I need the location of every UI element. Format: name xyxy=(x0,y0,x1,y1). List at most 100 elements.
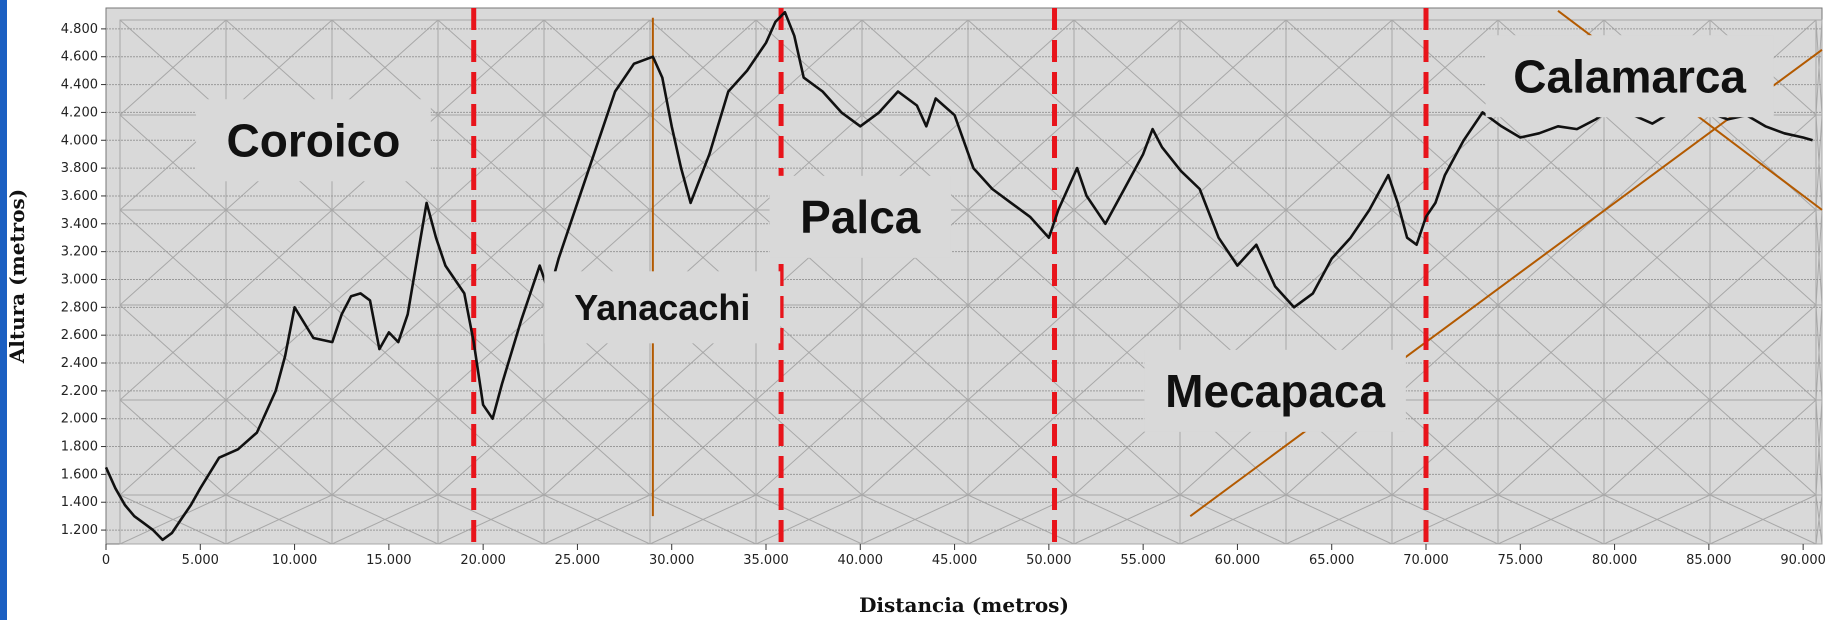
lattice-diagonal xyxy=(1391,399,1499,496)
lattice-diagonal xyxy=(1285,19,1393,116)
lattice-diagonal xyxy=(437,209,545,306)
lattice-diagonal xyxy=(1391,304,1499,401)
town-label-box xyxy=(196,99,431,182)
lattice-diagonal xyxy=(331,399,439,496)
lattice-diagonal xyxy=(437,494,545,545)
x-axis-ticks: 0 5.000 10.000 15.000 20.000 25.000 30.000 35.0… xyxy=(102,544,1826,568)
lattice-diagonal xyxy=(755,304,863,401)
x-tick-label: 5.000 xyxy=(182,553,219,568)
x-tick-label: 25.000 xyxy=(555,553,601,568)
lattice-diagonal xyxy=(543,19,651,116)
lattice-diagonal xyxy=(1179,114,1287,211)
lattice-diagonal xyxy=(1709,209,1817,306)
lattice-diagonal xyxy=(437,19,545,116)
lattice-diagonal xyxy=(331,209,439,306)
town-label-box xyxy=(1144,349,1406,432)
town-label: Mecapaca xyxy=(1165,365,1385,417)
lattice-diagonal xyxy=(1709,304,1817,401)
town-label: Palca xyxy=(800,191,921,243)
lattice-diagonal xyxy=(437,114,545,211)
lattice-diagonal xyxy=(1815,304,1823,401)
lattice-diagonal xyxy=(119,494,227,545)
lattice-diagonal xyxy=(1709,114,1817,211)
y-tick-label: 3.800 xyxy=(61,161,98,176)
lattice-diagonal xyxy=(1391,209,1499,306)
lattice-diagonal xyxy=(861,19,969,116)
lattice-diagonal xyxy=(967,304,1075,401)
lattice-diagonal xyxy=(1603,494,1711,545)
lattice-diagonal xyxy=(1497,304,1605,401)
lattice-diagonal xyxy=(967,399,1075,496)
x-tick-label: 90.000 xyxy=(1780,553,1826,568)
lattice-diagonal xyxy=(225,209,333,306)
x-axis-title: Distancia (metros) xyxy=(859,593,1069,617)
town-label-box xyxy=(544,271,781,344)
lattice-diagonal xyxy=(1603,304,1711,401)
lattice-diagonal xyxy=(755,399,863,496)
lattice-diagonal xyxy=(1497,494,1605,545)
x-tick-label: 70.000 xyxy=(1403,553,1449,568)
x-tick-label: 65.000 xyxy=(1309,553,1355,568)
x-tick-label: 60.000 xyxy=(1215,553,1261,568)
lattice-diagonal xyxy=(1709,494,1817,545)
town-label: Yanacachi xyxy=(574,287,750,328)
lattice-diagonal xyxy=(331,304,439,401)
lattice-diagonal xyxy=(119,209,227,306)
lattice-diagonal xyxy=(755,494,863,545)
y-tick-label: 1.600 xyxy=(61,467,98,482)
x-tick-label: 85.000 xyxy=(1686,553,1732,568)
elevation-line xyxy=(104,10,1813,542)
lattice-diagonal xyxy=(543,494,651,545)
y-tick-label: 4.200 xyxy=(61,105,98,120)
lattice-diagonal xyxy=(1603,114,1711,211)
lattice-diagonal xyxy=(1285,114,1393,211)
lattice-diagonal xyxy=(331,494,439,545)
lattice-diagonal xyxy=(1073,209,1181,306)
lattice-diagonal xyxy=(755,19,863,116)
lattice-diagonal xyxy=(649,399,757,496)
town-markers xyxy=(471,8,1429,544)
x-tick-label: 30.000 xyxy=(649,553,695,568)
lattice-diagonal xyxy=(1285,209,1393,306)
town-label: Coroico xyxy=(227,114,401,166)
lattice-diagonal xyxy=(119,304,227,401)
lattice-diagonal xyxy=(543,399,651,496)
lattice-diagonal xyxy=(1391,494,1499,545)
y-tick-label: 1.400 xyxy=(61,495,98,510)
lattice-diagonal xyxy=(437,304,545,401)
x-tick-label: 10.000 xyxy=(272,553,318,568)
lattice-diagonal xyxy=(649,494,757,545)
y-tick-label: 2.600 xyxy=(61,328,98,343)
y-tick-label: 3.400 xyxy=(61,217,98,232)
lattice-diagonal xyxy=(1285,494,1393,545)
lattice-diagonal xyxy=(225,19,333,116)
y-tick-label: 1.200 xyxy=(61,523,98,538)
lattice-diagonal xyxy=(1815,494,1823,545)
x-tick-label: 55.000 xyxy=(1120,553,1166,568)
lattice-diagonal xyxy=(1073,494,1181,545)
x-tick-label: 75.000 xyxy=(1498,553,1544,568)
lattice-diagonal xyxy=(967,209,1075,306)
lattice-diagonal xyxy=(1497,209,1605,306)
lattice-diagonal xyxy=(861,304,969,401)
y-tick-label: 3.600 xyxy=(61,189,98,204)
lattice-diagonal xyxy=(225,399,333,496)
lattice-diagonal xyxy=(1815,209,1823,306)
x-tick-label: 80.000 xyxy=(1592,553,1638,568)
x-tick-label: 35.000 xyxy=(743,553,789,568)
lattice-diagonal xyxy=(1815,399,1823,496)
y-tick-label: 1.800 xyxy=(61,440,98,455)
lattice-diagonal xyxy=(1497,114,1605,211)
town-label-box xyxy=(1485,35,1774,118)
lattice-cell xyxy=(1815,494,1823,545)
lattice-diagonal xyxy=(649,114,757,211)
lattice-diagonal xyxy=(967,19,1075,116)
lattice-diagonal xyxy=(1391,19,1499,116)
lattice-diagonal xyxy=(1815,114,1823,211)
y-tick-label: 4.800 xyxy=(61,22,98,37)
lattice-diagonal xyxy=(1603,209,1711,306)
town-label-box xyxy=(769,175,951,258)
lattice-diagonal xyxy=(1179,19,1287,116)
